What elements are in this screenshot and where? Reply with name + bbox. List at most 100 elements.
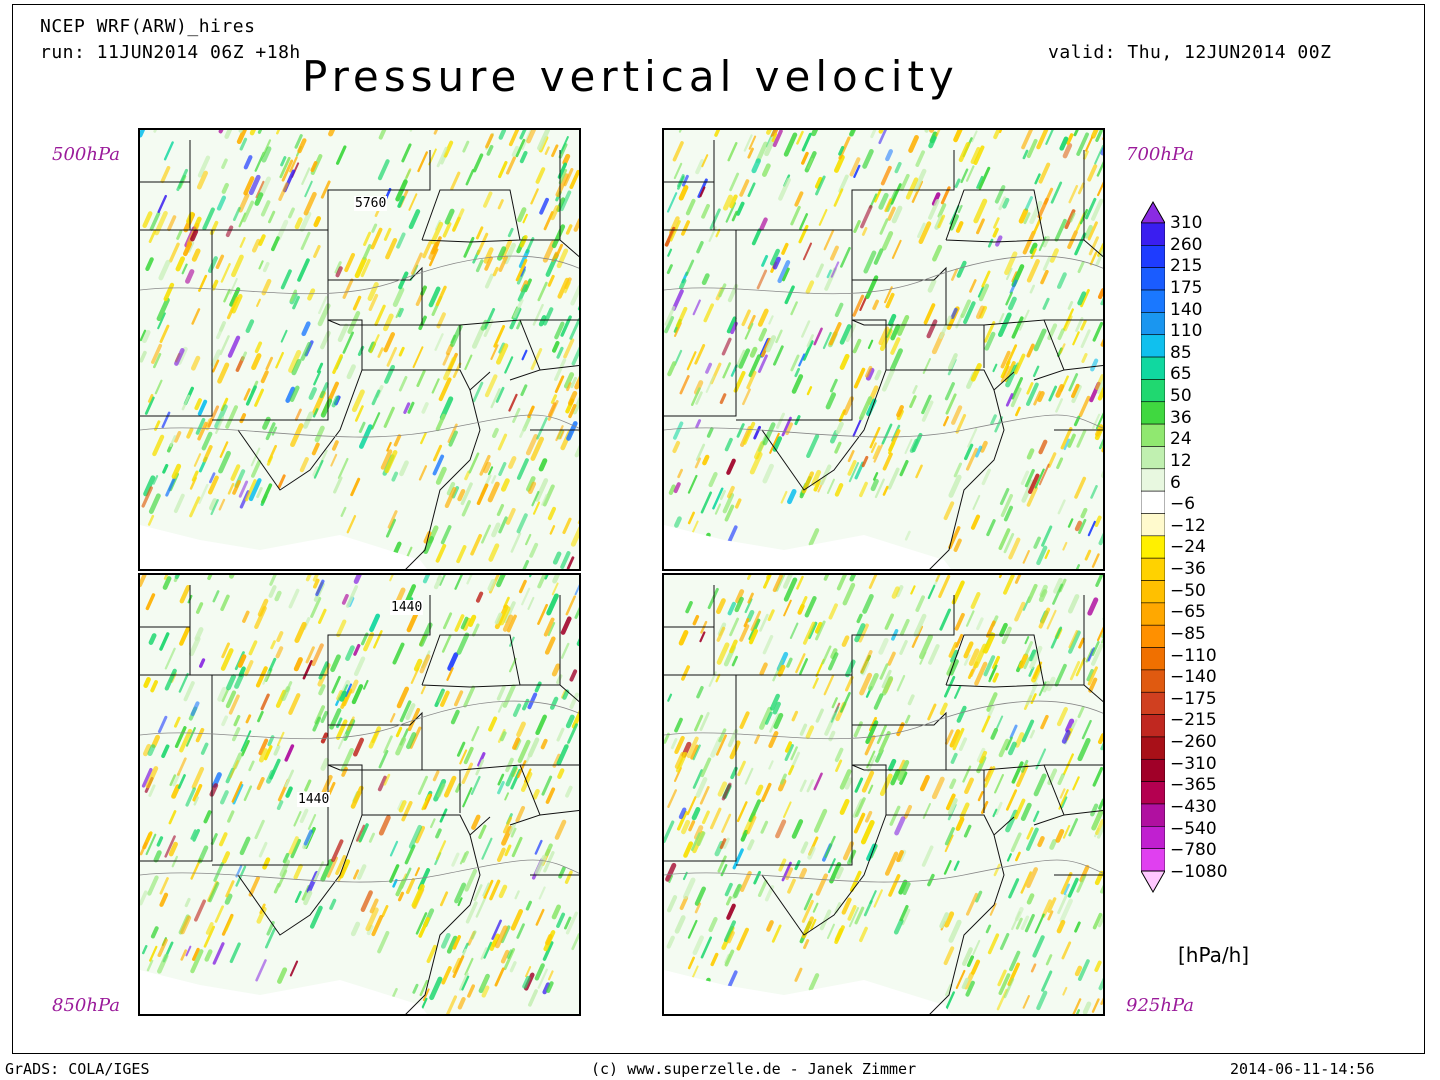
no-data-region (664, 970, 951, 1014)
colorbar-tick-label: 6 (1170, 472, 1181, 493)
colorbar-swatch (1141, 468, 1165, 492)
state-boundaries (664, 585, 1103, 1014)
colorbar-swatch (1141, 535, 1165, 559)
footer-copyright: (c) www.superzelle.de - Janek Zimmer (591, 1060, 917, 1078)
colorbar-unit: [hPa/h] (1178, 943, 1250, 967)
colorbar-tick-label: 50 (1170, 386, 1192, 407)
colorbar-swatch (1141, 624, 1165, 648)
colorbar-tick-label: 260 (1170, 234, 1203, 255)
map-panel-850hpa (138, 573, 581, 1016)
colorbar-swatch (1141, 289, 1165, 313)
colorbar-tick-label: −24 (1170, 537, 1206, 558)
colorbar-swatch (1141, 669, 1165, 693)
colorbar-swatch (1141, 312, 1165, 336)
model-name: NCEP WRF(ARW)_hires (40, 16, 256, 37)
colorbar-tick-label: −12 (1170, 515, 1206, 536)
colorbar-top-arrow (1141, 201, 1165, 224)
map-panel-925hpa (662, 573, 1105, 1016)
colorbar-swatch (1141, 379, 1165, 403)
colorbar-swatch (1141, 490, 1165, 514)
colorbar-swatch (1141, 714, 1165, 738)
height-contours (664, 700, 1103, 883)
colorbar-swatch (1141, 334, 1165, 358)
colorbar-swatch (1141, 647, 1165, 671)
colorbar-tick-label: 85 (1170, 342, 1192, 363)
contour-label: 5760 (354, 196, 388, 211)
colorbar-tick-label: −110 (1170, 645, 1217, 666)
colorbar-tick-label: 110 (1170, 321, 1203, 342)
colorbar-tick-label: −175 (1170, 688, 1217, 709)
colorbar-swatch (1141, 758, 1165, 782)
colorbar-tick-label: −430 (1170, 797, 1217, 817)
vertical-velocity-field (140, 575, 579, 1014)
colorbar-swatch (1141, 781, 1165, 805)
colorbar-tick-label: −310 (1170, 753, 1217, 774)
footer-timestamp: 2014-06-11-14:56 (1230, 1060, 1375, 1078)
level-label-500: 500hPa (52, 144, 120, 165)
no-data-region (140, 525, 427, 569)
colorbar-swatch (1141, 513, 1165, 537)
colorbar-swatch (1141, 691, 1165, 715)
map-panel-700hpa (662, 128, 1105, 571)
page-title: Pressure vertical velocity (302, 52, 959, 101)
figure-frame (12, 4, 1425, 1054)
colorbar-tick-label: −6 (1170, 494, 1196, 515)
colorbar-swatch (1141, 222, 1165, 246)
colorbar-swatch (1141, 580, 1165, 604)
colorbar-tick-label: −780 (1170, 840, 1217, 861)
colorbar-swatch (1141, 602, 1165, 626)
velocity-streaks (664, 575, 1103, 1014)
state-boundaries (664, 140, 1103, 569)
no-data-region (140, 970, 427, 1014)
colorbar-tick-label: −365 (1170, 775, 1217, 796)
level-label-925: 925hPa (1126, 995, 1194, 1016)
footer-credit-grads: GrADS: COLA/IGES (5, 1060, 150, 1078)
state-boundaries (140, 585, 579, 1014)
no-data-region (664, 525, 951, 569)
colorbar-swatch (1141, 423, 1165, 447)
map-panel-500hpa (138, 128, 581, 571)
colorbar-swatch (1141, 826, 1165, 849)
vertical-velocity-field (664, 575, 1103, 1014)
colorbar-tick-label: 12 (1170, 450, 1192, 471)
state-boundaries (140, 140, 579, 569)
colorbar-tick-label: −1080 (1170, 861, 1228, 882)
colorbar-tick-label: 215 (1170, 256, 1203, 277)
colorbar-swatch (1141, 401, 1165, 425)
colorbar-tick-label: 36 (1170, 407, 1192, 428)
level-label-700: 700hPa (1126, 144, 1194, 165)
colorbar-tick-label: 175 (1170, 277, 1203, 298)
colorbar-tick-label: −36 (1170, 559, 1206, 580)
colorbar-tick-label: 140 (1170, 299, 1203, 320)
colorbar-tick-label: −65 (1170, 602, 1206, 623)
level-label-850: 850hPa (52, 995, 120, 1016)
height-contours (140, 700, 579, 883)
colorbar-tick-label: −540 (1170, 818, 1217, 839)
colorbar-swatch (1141, 557, 1165, 581)
colorbar-swatch (1141, 446, 1165, 470)
height-contours (664, 255, 1103, 438)
colorbar-tick-label: −260 (1170, 732, 1217, 753)
height-contours (140, 255, 579, 438)
run-info: run: 11JUN2014 06Z +18h (40, 42, 301, 63)
colorbar-swatch (1141, 245, 1165, 268)
velocity-streaks (140, 575, 579, 1014)
colorbar-tick-label: −85 (1170, 623, 1206, 644)
colorbar-tick-label: 310 (1170, 213, 1203, 233)
vertical-velocity-field (140, 130, 579, 569)
velocity-streaks (664, 130, 1103, 569)
colorbar-swatch (1141, 803, 1165, 827)
colorbar-tick-label: 24 (1170, 429, 1192, 450)
vertical-velocity-field (664, 130, 1103, 569)
contour-label: 1440 (297, 792, 331, 807)
colorbar-tick-label: 65 (1170, 364, 1192, 385)
colorbar-tick-label: −50 (1170, 580, 1206, 601)
colorbar-swatch (1141, 267, 1165, 291)
colorbar-bottom-arrow (1141, 870, 1165, 893)
contour-label: 1440 (390, 600, 424, 615)
colorbar-swatch (1141, 736, 1165, 760)
colorbar (1141, 201, 1165, 893)
colorbar-tick-label: −140 (1170, 667, 1217, 688)
valid-time: valid: Thu, 12JUN2014 00Z (1048, 42, 1332, 63)
colorbar-swatch (1141, 848, 1165, 872)
